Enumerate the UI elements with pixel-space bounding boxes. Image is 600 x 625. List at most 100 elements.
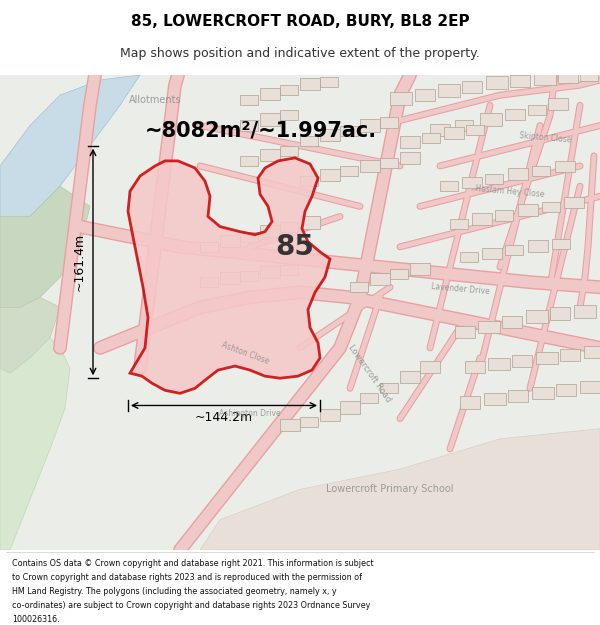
FancyBboxPatch shape <box>584 346 600 358</box>
FancyBboxPatch shape <box>240 156 258 166</box>
FancyBboxPatch shape <box>440 181 458 191</box>
FancyBboxPatch shape <box>280 146 298 156</box>
FancyBboxPatch shape <box>580 71 598 81</box>
FancyBboxPatch shape <box>340 401 360 414</box>
Text: ~8082m²/~1.997ac.: ~8082m²/~1.997ac. <box>145 121 377 141</box>
FancyBboxPatch shape <box>300 417 318 427</box>
Polygon shape <box>0 298 60 373</box>
FancyBboxPatch shape <box>340 166 358 176</box>
Polygon shape <box>128 158 330 393</box>
FancyBboxPatch shape <box>420 361 440 373</box>
FancyBboxPatch shape <box>200 242 218 252</box>
FancyBboxPatch shape <box>472 214 492 224</box>
FancyBboxPatch shape <box>542 202 560 212</box>
FancyBboxPatch shape <box>280 419 300 431</box>
FancyBboxPatch shape <box>380 158 398 168</box>
Text: ~144.2m: ~144.2m <box>195 411 253 424</box>
FancyBboxPatch shape <box>466 124 484 134</box>
Text: 85: 85 <box>275 232 314 261</box>
FancyBboxPatch shape <box>350 282 368 292</box>
FancyBboxPatch shape <box>528 106 546 116</box>
FancyBboxPatch shape <box>220 272 240 284</box>
FancyBboxPatch shape <box>360 160 380 172</box>
FancyBboxPatch shape <box>400 136 420 148</box>
FancyBboxPatch shape <box>450 219 468 229</box>
FancyBboxPatch shape <box>550 308 570 319</box>
FancyBboxPatch shape <box>260 88 280 100</box>
FancyBboxPatch shape <box>510 75 530 87</box>
Text: co-ordinates) are subject to Crown copyright and database rights 2023 Ordnance S: co-ordinates) are subject to Crown copyr… <box>12 601 370 609</box>
FancyBboxPatch shape <box>280 221 298 232</box>
Text: 85, LOWERCROFT ROAD, BURY, BL8 2EP: 85, LOWERCROFT ROAD, BURY, BL8 2EP <box>131 14 469 29</box>
FancyBboxPatch shape <box>455 326 475 338</box>
FancyBboxPatch shape <box>390 269 408 279</box>
Polygon shape <box>0 75 140 237</box>
FancyBboxPatch shape <box>508 168 528 180</box>
FancyBboxPatch shape <box>460 252 478 262</box>
FancyBboxPatch shape <box>370 273 390 285</box>
Text: Map shows position and indicative extent of the property.: Map shows position and indicative extent… <box>120 48 480 61</box>
Text: Ashton Close: Ashton Close <box>220 340 270 366</box>
FancyBboxPatch shape <box>300 176 318 186</box>
FancyBboxPatch shape <box>480 113 502 126</box>
FancyBboxPatch shape <box>478 321 500 332</box>
FancyBboxPatch shape <box>536 352 558 364</box>
FancyBboxPatch shape <box>580 381 600 393</box>
FancyBboxPatch shape <box>484 393 506 406</box>
FancyBboxPatch shape <box>528 240 548 252</box>
FancyBboxPatch shape <box>320 77 338 87</box>
FancyBboxPatch shape <box>220 234 240 247</box>
FancyBboxPatch shape <box>415 89 435 101</box>
FancyBboxPatch shape <box>505 245 523 255</box>
Text: Haslam Hey Close: Haslam Hey Close <box>475 184 545 199</box>
FancyBboxPatch shape <box>240 121 258 131</box>
FancyBboxPatch shape <box>485 174 503 184</box>
FancyBboxPatch shape <box>495 211 513 221</box>
FancyBboxPatch shape <box>518 204 538 216</box>
FancyBboxPatch shape <box>240 95 258 106</box>
FancyBboxPatch shape <box>465 361 485 373</box>
FancyBboxPatch shape <box>512 355 532 367</box>
FancyBboxPatch shape <box>280 85 298 95</box>
Text: ~161.4m: ~161.4m <box>73 233 86 291</box>
FancyBboxPatch shape <box>360 393 378 404</box>
Polygon shape <box>0 338 70 550</box>
Text: Lavender Drive: Lavender Drive <box>430 282 490 296</box>
FancyBboxPatch shape <box>240 232 258 242</box>
FancyBboxPatch shape <box>320 129 340 141</box>
Text: Ashington Drive: Ashington Drive <box>219 409 281 418</box>
FancyBboxPatch shape <box>300 136 318 146</box>
FancyBboxPatch shape <box>482 248 502 259</box>
FancyBboxPatch shape <box>462 177 482 188</box>
FancyBboxPatch shape <box>460 396 480 409</box>
FancyBboxPatch shape <box>422 132 440 142</box>
FancyBboxPatch shape <box>400 371 420 383</box>
FancyBboxPatch shape <box>260 224 280 237</box>
FancyBboxPatch shape <box>260 149 280 161</box>
FancyBboxPatch shape <box>410 263 430 275</box>
FancyBboxPatch shape <box>462 81 482 93</box>
FancyBboxPatch shape <box>320 169 340 181</box>
FancyBboxPatch shape <box>508 391 528 402</box>
Text: HM Land Registry. The polygons (including the associated geometry, namely x, y: HM Land Registry. The polygons (includin… <box>12 587 337 596</box>
FancyBboxPatch shape <box>552 239 570 249</box>
Polygon shape <box>200 429 600 550</box>
Polygon shape <box>0 186 90 308</box>
Text: Lowercroft Road: Lowercroft Road <box>347 342 393 404</box>
FancyBboxPatch shape <box>400 152 420 164</box>
FancyBboxPatch shape <box>438 84 460 98</box>
FancyBboxPatch shape <box>560 349 580 361</box>
FancyBboxPatch shape <box>502 316 522 328</box>
FancyBboxPatch shape <box>532 166 550 176</box>
FancyBboxPatch shape <box>240 271 258 281</box>
FancyBboxPatch shape <box>260 113 280 126</box>
FancyBboxPatch shape <box>280 265 298 275</box>
FancyBboxPatch shape <box>564 198 584 208</box>
Text: Skipton Close: Skipton Close <box>518 131 571 144</box>
FancyBboxPatch shape <box>558 71 578 83</box>
Text: Lowercroft Primary School: Lowercroft Primary School <box>326 484 454 494</box>
FancyBboxPatch shape <box>340 126 358 136</box>
Text: to Crown copyright and database rights 2023 and is reproduced with the permissio: to Crown copyright and database rights 2… <box>12 573 362 582</box>
FancyBboxPatch shape <box>430 124 450 136</box>
FancyBboxPatch shape <box>320 409 340 421</box>
